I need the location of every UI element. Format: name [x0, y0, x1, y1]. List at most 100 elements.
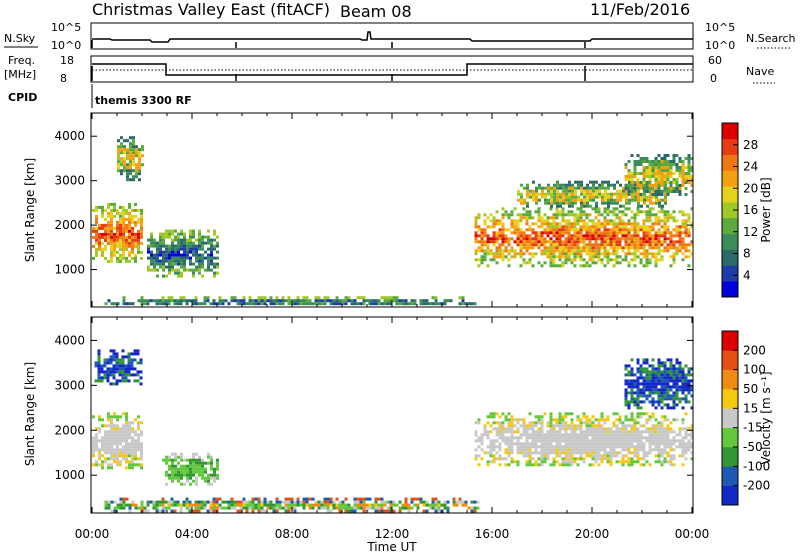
vel-cell	[131, 463, 134, 467]
power-cell	[535, 189, 538, 193]
power-cell	[98, 205, 101, 209]
power-cell	[558, 240, 562, 244]
power-cell	[663, 222, 667, 226]
vel-cell	[561, 433, 565, 437]
power-cell	[564, 246, 568, 250]
power-cell	[642, 187, 646, 190]
vel-cell	[118, 367, 122, 371]
power-cell	[353, 302, 357, 306]
vel-cell	[116, 424, 119, 428]
power-cell	[104, 217, 107, 221]
vel-cell	[606, 457, 610, 461]
power-cell	[648, 187, 652, 190]
power-cell	[675, 181, 679, 184]
power-cell	[660, 240, 664, 244]
power-cell	[213, 274, 216, 278]
velocity-colorbar-band	[722, 389, 738, 409]
power-cell	[615, 249, 619, 253]
vel-cell	[302, 503, 306, 507]
vel-cell	[648, 379, 652, 383]
vel-cell	[128, 503, 132, 507]
power-cell	[579, 207, 583, 211]
vel-cell	[573, 424, 577, 428]
power-cell	[501, 255, 505, 259]
vel-cell	[498, 463, 502, 467]
vel-cell	[131, 448, 134, 452]
vel-cell	[591, 436, 595, 440]
vel-cell	[528, 451, 532, 455]
power-cell	[661, 204, 664, 208]
vel-cell	[675, 379, 679, 383]
power-cell	[165, 247, 168, 251]
power-cell	[550, 192, 553, 196]
vel-cell	[192, 470, 195, 474]
power-cell	[507, 264, 511, 268]
vel-cell	[377, 509, 381, 513]
vel-cell	[109, 373, 113, 377]
vel-cell	[609, 460, 613, 464]
vel-cell	[636, 442, 640, 446]
vel-cell	[489, 424, 493, 428]
power-cell	[640, 198, 643, 202]
vel-cell	[203, 503, 207, 507]
vel-cell	[675, 418, 679, 422]
vel-cell	[176, 503, 180, 507]
power-cell	[179, 299, 183, 303]
power-cell	[642, 237, 646, 241]
vel-cell	[122, 445, 125, 449]
power-cell	[377, 299, 381, 303]
power-cell	[666, 225, 670, 229]
power-colorbar-label: Power [dB]	[759, 177, 773, 242]
vel-cell	[94, 364, 98, 368]
power-cell	[562, 186, 565, 190]
power-cell	[619, 192, 622, 196]
vel-cell	[516, 451, 520, 455]
power-cell	[113, 241, 116, 245]
vel-cell	[263, 497, 267, 501]
power-cell	[425, 302, 429, 306]
nsky-tick-top: 10^5	[51, 21, 81, 34]
power-cell	[558, 213, 562, 217]
power-cell	[123, 145, 126, 149]
vel-cell	[576, 457, 580, 461]
power-cell	[666, 166, 670, 169]
power-cell	[122, 238, 125, 242]
vel-cell	[648, 451, 652, 455]
power-cell	[642, 181, 646, 184]
power-cell	[207, 253, 210, 257]
power-cell	[613, 183, 616, 187]
power-cell	[642, 219, 646, 223]
power-cell	[174, 262, 177, 266]
vel-cell	[672, 370, 676, 374]
power-cell	[195, 244, 198, 248]
vel-cell	[567, 454, 571, 458]
power-cell	[171, 247, 174, 251]
vel-cell	[230, 503, 234, 507]
power-cell	[567, 252, 571, 256]
vel-cell	[636, 397, 640, 401]
power-cell	[645, 243, 649, 247]
vel-cell	[633, 460, 637, 464]
vel-cell	[257, 503, 261, 507]
vel-cell	[122, 454, 125, 458]
vel-cell	[666, 382, 670, 386]
power-cell	[189, 241, 192, 245]
vel-cell	[389, 506, 393, 510]
vel-cell	[528, 427, 532, 431]
power-cell	[546, 222, 550, 226]
vel-cell	[525, 448, 529, 452]
power-cell	[134, 244, 137, 248]
vel-cell	[570, 418, 574, 422]
vel-cell	[567, 436, 571, 440]
vel-cell	[684, 400, 688, 404]
vel-cell	[195, 467, 198, 471]
vel-cell	[269, 503, 273, 507]
power-cell	[612, 231, 616, 235]
power-cell	[627, 231, 631, 235]
power-cell	[604, 198, 607, 202]
vel-cell	[480, 439, 484, 443]
vel-cell	[651, 373, 655, 377]
vel-cell	[606, 445, 610, 449]
vel-cell	[600, 445, 604, 449]
vel-cell	[528, 463, 532, 467]
